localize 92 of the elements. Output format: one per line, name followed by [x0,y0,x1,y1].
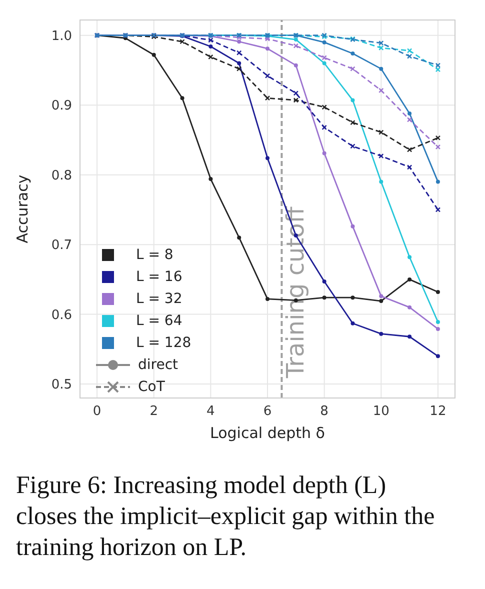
point [408,277,412,282]
x-tick-label: 12 [430,404,446,420]
point [436,290,440,294]
point [322,40,326,44]
y-tick-label: 0.8 [51,168,72,184]
caption: Figure 6: Increasing model depth (L) closes the implicit–explicit gap within the training horizon on LP. [15,471,436,563]
point [350,321,355,326]
point [266,156,270,160]
point [378,130,384,135]
point [406,48,412,54]
point [294,38,298,42]
point [435,62,441,68]
legend-label: L = 128 [136,334,192,353]
point [350,120,356,126]
point [406,147,412,152]
point [408,111,412,116]
annotation: direct [138,356,178,375]
point [379,180,384,184]
y-tick-label: 0.9 [51,98,72,114]
x-tick-label: 8 [320,404,328,420]
y-tick-label: 0.5 [51,378,72,393]
point [350,224,355,228]
x-tick-label: 0 [92,404,102,420]
point [408,305,412,310]
point [208,44,213,48]
point [293,90,299,96]
legend-label: L = 16 [136,268,182,287]
point [378,88,384,94]
point [208,38,214,43]
point [322,151,326,156]
point [237,61,242,66]
point [408,334,412,339]
point [322,280,326,284]
x-tick-label: 2 [150,404,158,420]
point [293,98,299,103]
point [435,135,441,140]
point [236,50,242,56]
point [379,66,384,71]
point [350,51,355,56]
legend-label: L = 8 [136,246,174,265]
point [264,96,270,101]
point [436,354,440,358]
point [435,144,441,150]
point [236,34,242,40]
point [408,255,412,260]
point [236,66,242,72]
y-tick-label: 1.0 [51,28,72,44]
y-axis-title: Accuracy [13,174,32,244]
x-axis-title: Logical depth δ [210,424,325,442]
point [350,66,356,72]
point [264,73,270,78]
point [208,177,213,182]
legend-label: L = 64 [136,312,182,331]
point [379,332,384,336]
point [435,66,441,72]
legend-label: L = 32 [136,290,182,309]
point [322,124,327,130]
point [436,320,440,324]
point [350,144,356,149]
point [436,326,440,331]
point [293,43,299,48]
point [436,180,440,184]
y-tick-label: 0.7 [51,238,72,254]
point [152,52,156,57]
point [378,153,384,159]
point [180,39,185,44]
point [322,296,326,300]
point [237,236,242,240]
point [406,117,412,122]
point [406,164,412,170]
x-tick-label: 6 [263,404,272,420]
point [180,96,184,100]
point [322,61,326,66]
x-tick-label: 4 [206,404,215,420]
point [294,63,298,68]
point [208,54,214,60]
point [237,40,242,44]
point [379,299,384,304]
point [266,296,270,301]
point [350,296,355,300]
point [350,98,355,102]
x-tick-label: 10 [372,404,390,420]
y-tick-label: 0.6 [51,308,72,323]
point [266,46,270,51]
point [406,54,412,59]
point [435,207,441,212]
point [322,104,327,110]
point [322,55,327,60]
point [379,294,384,298]
annotation: CoT [138,378,165,397]
point [378,40,384,46]
point [378,45,384,50]
